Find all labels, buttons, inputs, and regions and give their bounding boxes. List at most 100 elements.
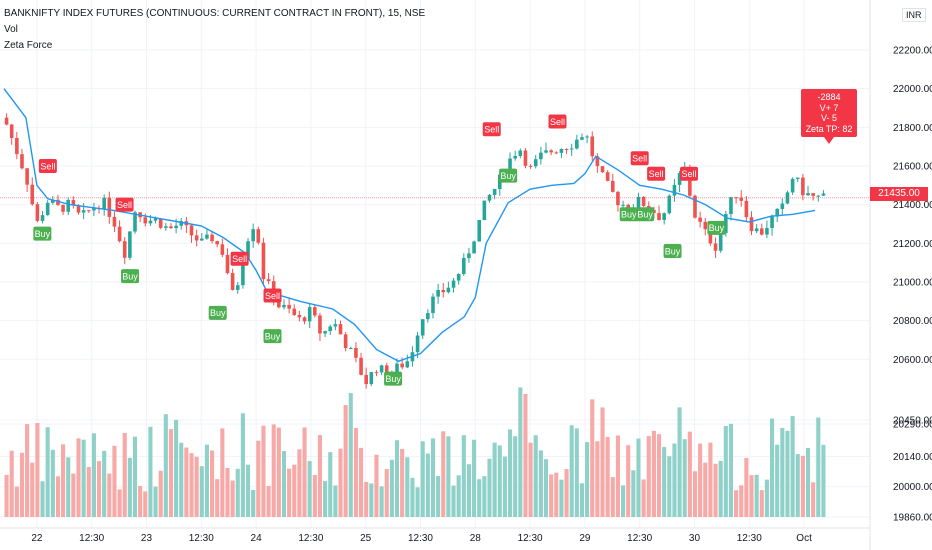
volume-bar <box>708 442 713 517</box>
volume-bar <box>199 466 204 517</box>
candle-body <box>302 317 307 322</box>
candle-body <box>15 137 19 155</box>
volume-bar <box>19 452 25 517</box>
info-line: -2884 <box>817 92 841 102</box>
volume-bar <box>210 450 215 517</box>
info-line: V+ 7 <box>819 102 839 113</box>
signal-label: Sell <box>550 117 565 127</box>
volume-bar <box>487 458 492 517</box>
signal-label: Sell <box>484 125 499 135</box>
signal-badge <box>263 288 282 303</box>
candle-body <box>775 208 779 217</box>
candle-body <box>241 260 245 286</box>
volume-bar <box>225 467 230 517</box>
volume-bar <box>384 469 389 517</box>
candle-body <box>790 178 795 193</box>
candle-body <box>348 347 353 349</box>
candle-body <box>323 331 327 334</box>
volume-bar <box>174 419 179 517</box>
volume-bar <box>374 454 379 517</box>
volume-bar <box>549 474 554 517</box>
candle-body <box>641 196 646 206</box>
candle-body <box>436 289 440 297</box>
volume-bar <box>713 463 718 517</box>
volume-bar <box>55 476 60 517</box>
candle-body <box>359 357 363 375</box>
candle-body <box>415 335 420 353</box>
candle-body <box>4 117 9 125</box>
x-tick-label: 12:30 <box>189 533 214 544</box>
y-tick-label: 22200.00 <box>893 46 932 57</box>
x-tick-label: 12:30 <box>737 533 762 544</box>
x-tick-label: 12:30 <box>408 533 433 544</box>
volume-bar <box>477 479 482 517</box>
volume-bar <box>641 479 646 517</box>
volume-bar <box>276 427 281 517</box>
signal-badge <box>263 329 282 344</box>
volume-bar <box>71 473 76 517</box>
volume-bar <box>718 460 723 517</box>
volume-bar <box>564 469 569 517</box>
volume-bar <box>50 449 55 517</box>
volume-bar <box>179 442 184 517</box>
volume-bar <box>692 471 698 517</box>
y-tick-label: 19860.00 <box>893 513 932 524</box>
candle-body <box>400 363 404 368</box>
y-tick-label: 20290.00 <box>893 420 932 431</box>
volume-bar <box>343 405 348 517</box>
candle-body <box>621 204 625 206</box>
time-axis[interactable]: 22 12:30 23 12:30 24 12:30 25 12:30 28 12:30 29 12:… <box>0 0 871 550</box>
volume-bar <box>271 424 276 517</box>
y-tick-label: 21200.00 <box>893 239 932 250</box>
candle-body <box>189 225 194 236</box>
sell-signal: Sell <box>482 122 501 137</box>
volume-bar <box>754 474 759 517</box>
volume-bar <box>559 479 564 517</box>
candle-body <box>729 197 733 215</box>
volume-indicator-label[interactable]: Vol <box>4 24 18 35</box>
x-tick-label: 24 <box>251 533 263 544</box>
volume-bar <box>194 456 199 517</box>
signal-badge <box>680 166 698 181</box>
buy-signal: Buy <box>263 329 282 344</box>
volume-bar <box>245 464 251 517</box>
signal-badge <box>230 251 249 266</box>
candle-body <box>616 191 620 206</box>
candle-body <box>688 169 692 196</box>
volume-bar <box>266 485 271 517</box>
x-tick-label: 30 <box>689 533 701 544</box>
volume-bar <box>528 442 533 517</box>
sell-signal: Sell <box>263 288 282 303</box>
volume-bar <box>436 475 441 517</box>
volume-bar <box>389 459 394 517</box>
candle-body <box>66 199 71 212</box>
price-axis[interactable]: 22200.00 22000.00 21800.00 21600.00 21400.00… <box>893 46 932 524</box>
candle-body <box>575 139 579 149</box>
candle-body <box>523 150 528 166</box>
signal-badge <box>636 207 655 222</box>
candle-body <box>754 228 759 232</box>
volume-bar <box>251 489 256 517</box>
volume-bar <box>636 438 641 517</box>
signal-label: Sell <box>232 254 247 264</box>
volume-bar <box>158 470 163 517</box>
candle-body <box>158 218 163 228</box>
zeta-force-indicator-label[interactable]: Zeta Force <box>4 40 53 51</box>
volume-bar <box>651 430 656 517</box>
candle-body <box>446 287 451 293</box>
currency-badge[interactable]: INR <box>902 8 926 22</box>
volume-bar <box>605 436 610 517</box>
candle-body <box>677 173 682 185</box>
candle-body <box>456 273 461 281</box>
candle-body <box>277 300 281 308</box>
candle-body <box>693 195 697 218</box>
volume-bar <box>816 417 821 517</box>
candle-body <box>816 195 821 197</box>
signal-badge <box>482 122 501 137</box>
candle-body <box>785 192 790 204</box>
volume-bar <box>780 427 785 517</box>
candle-body <box>364 374 368 385</box>
info-line: V- 5 <box>820 113 837 123</box>
candle-body <box>230 273 235 290</box>
